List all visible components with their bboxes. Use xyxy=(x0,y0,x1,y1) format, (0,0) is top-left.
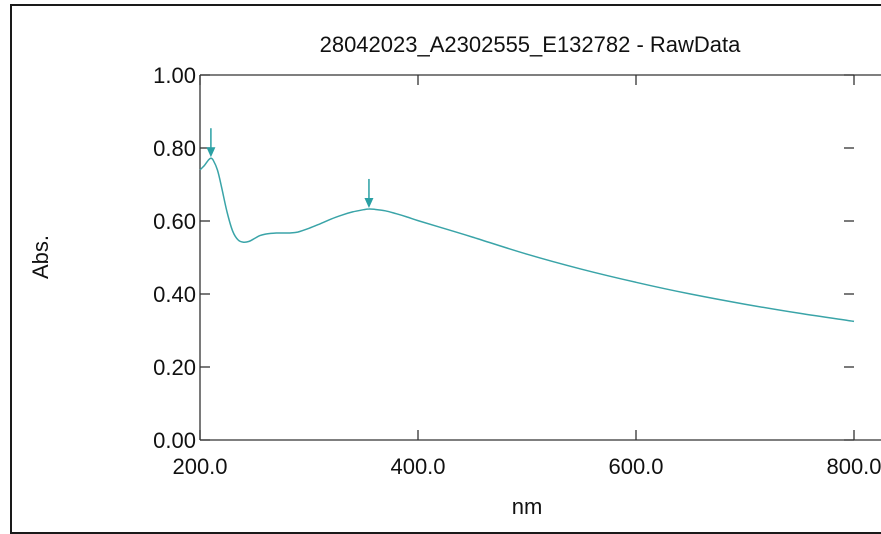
peak-marker-layer xyxy=(206,128,374,208)
chart-title: 28042023_A2302555_E132782 - RawData xyxy=(320,32,742,57)
x-tick-label: 800.0 xyxy=(826,454,881,479)
peak-marker-head xyxy=(206,147,216,158)
peak-marker-arrow xyxy=(364,178,374,208)
y-tick-label: 0.80 xyxy=(153,136,196,161)
y-tick-label: 1.00 xyxy=(153,63,196,88)
x-tick-label: 400.0 xyxy=(390,454,445,479)
peak-marker-arrow xyxy=(206,128,216,158)
y-tick-label: 0.40 xyxy=(153,282,196,307)
spectrum-chart: 28042023_A2302555_E132782 - RawData nm A… xyxy=(28,32,881,516)
x-tick-label: 200.0 xyxy=(172,454,227,479)
spectrum-line-0 xyxy=(199,157,855,323)
chart-frame xyxy=(10,4,881,534)
x-tick-label: 600.0 xyxy=(608,454,663,479)
series-layer xyxy=(199,157,855,323)
y-tick-label: 0.60 xyxy=(153,209,196,234)
y-tick-label: 0.00 xyxy=(153,428,196,453)
y-axis-label: Abs. xyxy=(28,235,53,279)
y-tick-label: 0.20 xyxy=(153,355,196,380)
x-axis-label: nm xyxy=(512,494,543,516)
peak-marker-head xyxy=(364,197,374,208)
plot-axes: 0.00 0.20 0.40 0.60 0.80 1.00 200.0 400.0 600.0 8… xyxy=(153,63,881,479)
